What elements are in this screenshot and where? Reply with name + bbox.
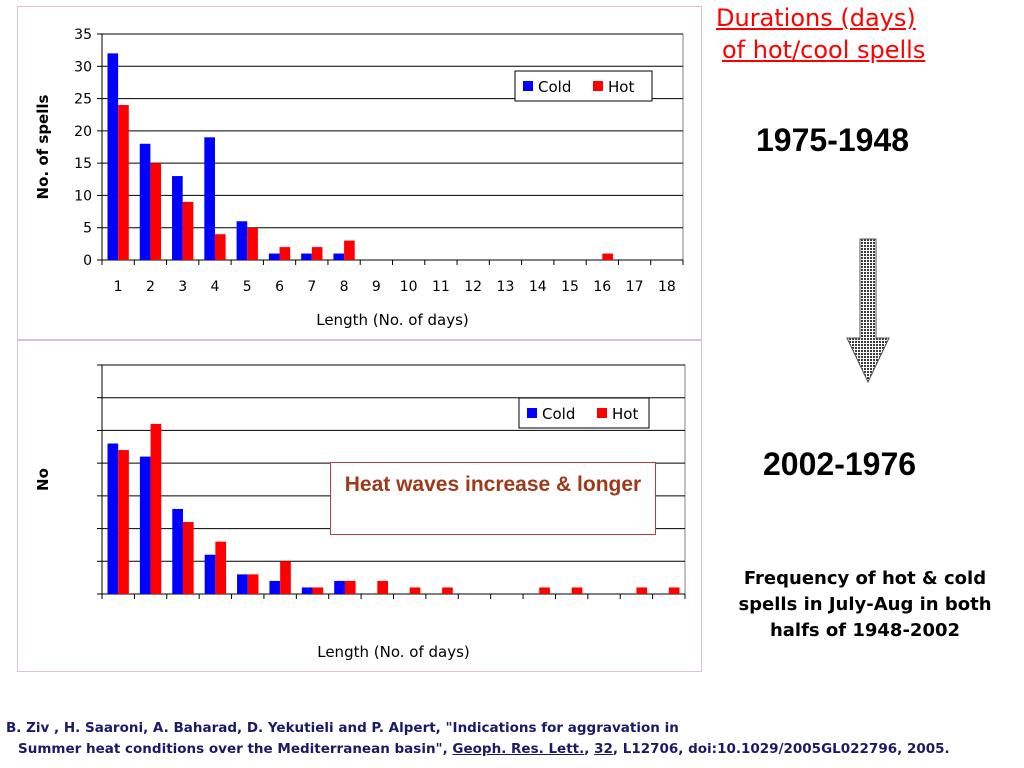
top-x-tick-label: 15 <box>561 279 579 295</box>
bottom-bar-hot <box>312 587 324 594</box>
top-bar-hot <box>311 247 323 260</box>
top-bar-hot <box>602 253 613 260</box>
citation-line-1: B. Ziv , H. Saaroni, A. Baharad, D. Yeku… <box>6 720 679 736</box>
bottom-x-axis-title: Length (No. of days) <box>317 643 470 661</box>
bottom-bar-hot <box>668 587 680 594</box>
top-x-tick-label: 6 <box>275 279 284 295</box>
bottom-bar-cold <box>334 580 345 594</box>
bottom-bar-hot <box>571 587 583 594</box>
bottom-bar-hot <box>344 580 356 594</box>
top-legend-label-cold: Cold <box>538 78 571 96</box>
title-line-1: Durations (days) <box>716 4 916 32</box>
top-x-tick-label: 18 <box>658 279 676 295</box>
citation-line-2: Summer heat conditions over the Mediterr… <box>6 739 1018 760</box>
top-x-tick-label: 8 <box>340 279 349 295</box>
top-legend-swatch-cold <box>523 81 533 91</box>
bottom-bar-cold <box>107 443 119 594</box>
citation-title-end: Summer heat conditions over the Mediterr… <box>18 741 448 757</box>
top-bar-cold <box>139 143 151 260</box>
top-x-tick-label: 3 <box>178 279 187 295</box>
top-x-tick-label: 17 <box>626 279 644 295</box>
bottom-bar-hot <box>118 450 129 594</box>
bottom-legend-box <box>518 397 650 429</box>
top-x-tick-label: 14 <box>529 279 547 295</box>
bottom-legend-label-cold: Cold <box>542 405 575 423</box>
citation: B. Ziv , H. Saaroni, A. Baharad, D. Yeku… <box>6 718 1018 760</box>
top-bar-cold <box>236 221 248 260</box>
top-legend-swatch-hot <box>593 81 603 91</box>
period-label-bottom: 2002-1976 <box>763 446 917 482</box>
bottom-bar-hot <box>182 522 194 594</box>
bottom-legend-label-hot: Hot <box>612 405 638 423</box>
top-bar-hot <box>279 247 291 260</box>
top-x-tick-label: 1 <box>114 279 123 295</box>
top-bar-cold <box>107 53 119 260</box>
top-bar-hot <box>118 105 129 261</box>
citation-separator: , <box>584 741 590 757</box>
top-y-axis-title: No. of spells <box>34 94 52 199</box>
top-bar-hot <box>150 163 162 260</box>
top-y-tick-label: 35 <box>74 27 92 43</box>
top-x-tick-label: 9 <box>372 279 381 295</box>
bottom-bar-cold <box>269 580 281 594</box>
top-y-tick-label: 20 <box>74 124 92 140</box>
bottom-y-axis-title: No <box>34 468 52 491</box>
top-x-tick-label: 16 <box>593 279 611 295</box>
bottom-bar-cold <box>237 574 248 594</box>
citation-volume-link[interactable]: 32 <box>594 741 613 757</box>
top-x-tick-label: 13 <box>497 279 515 295</box>
top-y-tick-label: 10 <box>74 188 92 204</box>
top-bar-cold <box>301 253 312 260</box>
bottom-legend-swatch-hot <box>597 408 607 418</box>
top-bar-cold <box>172 176 183 260</box>
top-x-tick-label: 7 <box>307 279 316 295</box>
top-y-tick-label: 0 <box>83 253 92 269</box>
bottom-bar-hot <box>636 587 648 594</box>
top-bar-cold <box>204 137 215 260</box>
top-x-tick-label: 10 <box>400 279 418 295</box>
top-x-axis-title: Length (No. of days) <box>316 311 469 329</box>
period-label-top: 1975-1948 <box>756 122 910 158</box>
bottom-bar-hot <box>377 580 388 594</box>
citation-rest: , L12706, doi:10.1029/2005GL022796, 2005… <box>612 741 950 757</box>
top-y-tick-label: 15 <box>74 156 92 172</box>
top-x-tick-label: 4 <box>211 279 220 295</box>
top-bar-hot <box>214 234 226 260</box>
description-text: Frequency of hot & cold spells in July-A… <box>738 568 992 641</box>
top-bar-hot <box>344 240 355 260</box>
callout-text: Heat waves increase & longer <box>344 473 642 496</box>
top-x-tick-label: 11 <box>432 279 450 295</box>
top-bar-cold <box>333 253 345 260</box>
bottom-bar-hot <box>150 423 162 594</box>
top-bar-cold <box>268 253 280 260</box>
top-bar-hot <box>247 227 258 260</box>
bottom-bar-hot <box>442 587 453 594</box>
top-x-tick-label: 12 <box>464 279 482 295</box>
bottom-bar-hot <box>247 574 259 594</box>
chart-panel-top: 0 5 10 15 20 25 30 35 1 2 3 4 5 6 7 8 9 10 11 12 13 14 15 16 17 1… <box>17 6 702 340</box>
bottom-bar-cold <box>204 554 216 594</box>
top-x-tick-label: 2 <box>146 279 155 295</box>
top-x-tick-label: 5 <box>243 279 252 295</box>
bottom-bar-hot <box>280 561 291 594</box>
title-line-2: of hot/cool spells <box>722 36 926 64</box>
top-y-tick-label: 25 <box>74 92 92 108</box>
top-legend-label-hot: Hot <box>608 78 634 96</box>
slide-title: Durations (days) of hot/cool spells <box>706 2 1018 66</box>
top-legend-box <box>514 70 653 102</box>
bottom-bar-hot <box>215 541 227 594</box>
bottom-bar-cold <box>301 587 313 594</box>
citation-journal-link[interactable]: Geoph. Res. Lett. <box>452 741 585 757</box>
top-y-tick-label: 30 <box>74 59 92 75</box>
bottom-bar-cold <box>172 508 183 594</box>
down-arrow-icon <box>846 238 890 384</box>
bottom-legend-swatch-cold <box>527 408 537 418</box>
callout-box: Heat waves increase & longer <box>330 462 656 535</box>
bottom-bar-cold <box>139 456 151 594</box>
bottom-bar-hot <box>539 587 550 594</box>
bottom-bar-hot <box>409 587 421 594</box>
top-y-tick-label: 5 <box>83 221 92 237</box>
top-bar-hot <box>182 201 194 260</box>
